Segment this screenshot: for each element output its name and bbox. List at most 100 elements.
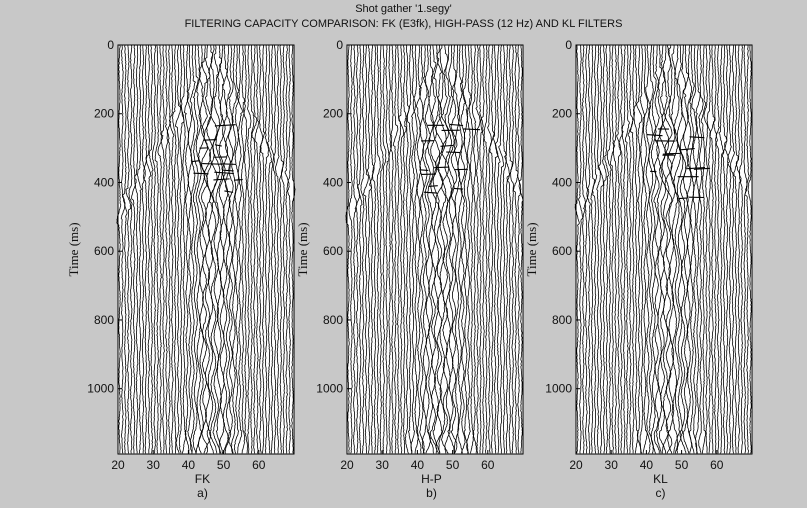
trace bbox=[597, 44, 604, 454]
trace bbox=[743, 44, 748, 454]
trace bbox=[642, 44, 649, 454]
trace bbox=[633, 44, 639, 454]
trace bbox=[583, 44, 590, 454]
traces bbox=[345, 44, 524, 454]
spike bbox=[678, 197, 687, 200]
x-tick-label: 50 bbox=[675, 458, 689, 472]
x-tick-label: 60 bbox=[710, 458, 724, 472]
trace bbox=[279, 44, 284, 454]
trace bbox=[382, 44, 387, 454]
trace bbox=[198, 44, 206, 454]
trace bbox=[224, 44, 232, 454]
spike bbox=[214, 144, 222, 147]
y-tick-label: 600 bbox=[94, 244, 114, 258]
trace bbox=[208, 44, 218, 454]
spike bbox=[203, 139, 217, 141]
trace bbox=[695, 44, 701, 454]
x-tick-label: 60 bbox=[481, 458, 495, 472]
trace bbox=[227, 44, 234, 454]
trace bbox=[612, 45, 617, 454]
trace bbox=[453, 44, 461, 454]
y-tick-label: 0 bbox=[107, 38, 114, 52]
y-tick-label: 0 bbox=[565, 38, 572, 52]
trace bbox=[363, 44, 369, 454]
spike bbox=[222, 169, 234, 172]
y-tick-label: 200 bbox=[94, 107, 114, 121]
trace bbox=[236, 44, 243, 454]
trace bbox=[345, 44, 350, 454]
trace bbox=[502, 44, 507, 454]
trace bbox=[396, 44, 402, 454]
trace bbox=[242, 44, 248, 454]
trace bbox=[221, 44, 229, 454]
trace bbox=[427, 44, 434, 454]
trace bbox=[650, 44, 657, 454]
trace bbox=[510, 44, 515, 454]
trace bbox=[460, 44, 467, 454]
trace bbox=[145, 44, 152, 454]
spike bbox=[453, 187, 464, 190]
trace bbox=[120, 44, 126, 454]
plot-area bbox=[576, 45, 752, 454]
trace bbox=[183, 44, 190, 454]
trace bbox=[591, 44, 598, 454]
x-tick-label: 40 bbox=[411, 458, 425, 472]
y-tick-label: 1000 bbox=[545, 382, 572, 396]
trace bbox=[670, 44, 679, 454]
panel-caption: c) bbox=[655, 486, 665, 500]
y-tick-label: 200 bbox=[552, 107, 572, 121]
spike bbox=[423, 191, 438, 194]
trace bbox=[260, 44, 266, 454]
trace bbox=[171, 44, 177, 454]
trace bbox=[212, 44, 221, 454]
trace bbox=[489, 44, 495, 454]
trace bbox=[630, 44, 636, 454]
y-axis-label: Time (ms) bbox=[295, 222, 310, 276]
y-tick-label: 1000 bbox=[87, 382, 114, 396]
trace bbox=[718, 44, 724, 454]
spike bbox=[220, 163, 236, 165]
trace bbox=[618, 44, 624, 454]
trace bbox=[664, 44, 673, 454]
axes-frame bbox=[346, 44, 524, 455]
trace bbox=[251, 44, 258, 454]
trace bbox=[407, 44, 413, 454]
trace bbox=[142, 44, 148, 454]
trace bbox=[357, 44, 363, 454]
spike bbox=[693, 167, 711, 170]
trace bbox=[134, 44, 139, 454]
spike bbox=[440, 144, 454, 147]
y-tick-label: 400 bbox=[323, 175, 343, 189]
trace bbox=[602, 44, 607, 454]
x-tick-label: 30 bbox=[147, 458, 161, 472]
trace bbox=[468, 44, 475, 454]
trace bbox=[706, 44, 711, 454]
trace bbox=[574, 44, 580, 454]
trace bbox=[421, 44, 428, 454]
trace bbox=[271, 44, 277, 454]
y-axis-label: Time (ms) bbox=[66, 222, 81, 276]
spike bbox=[463, 128, 481, 131]
trace bbox=[280, 44, 286, 454]
axes-frame bbox=[117, 44, 295, 455]
spike bbox=[214, 124, 236, 127]
trace bbox=[483, 44, 488, 454]
figure-title: Shot gather '1.segy' bbox=[355, 3, 452, 15]
trace bbox=[131, 44, 137, 454]
y-tick-label: 200 bbox=[323, 107, 343, 121]
axes-frame bbox=[575, 44, 753, 455]
trace bbox=[286, 44, 291, 454]
x-tick-label: 20 bbox=[340, 458, 354, 472]
trace bbox=[480, 44, 485, 454]
trace bbox=[590, 44, 596, 454]
trace bbox=[230, 44, 238, 454]
trace bbox=[174, 44, 182, 454]
trace bbox=[610, 44, 616, 454]
trace bbox=[125, 44, 132, 454]
trace bbox=[189, 44, 196, 454]
spike bbox=[446, 151, 461, 154]
traces bbox=[574, 44, 752, 454]
trace bbox=[581, 44, 587, 454]
spike bbox=[680, 147, 695, 151]
